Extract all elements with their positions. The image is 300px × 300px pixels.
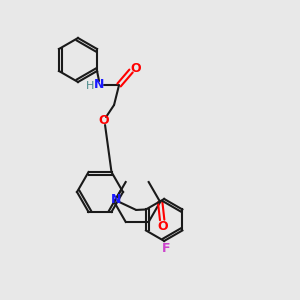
Text: F: F (162, 242, 170, 256)
Text: N: N (94, 79, 104, 92)
Text: H: H (86, 81, 94, 91)
Text: O: O (131, 61, 141, 74)
Text: N: N (111, 194, 122, 206)
Text: O: O (99, 115, 110, 128)
Text: O: O (158, 220, 169, 233)
